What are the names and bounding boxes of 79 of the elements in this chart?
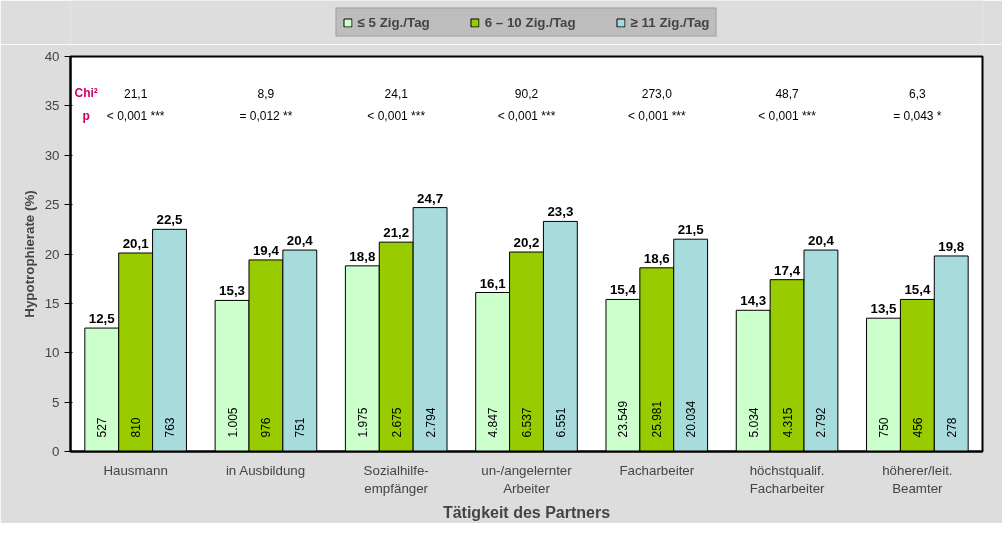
legend-label: ≤ 5 Zig./Tag (357, 14, 430, 30)
x-tick-label: höchstqualif. Facharbeiter (749, 462, 826, 496)
annotation: 1.975 (355, 407, 370, 438)
y-tick-label: 0 (52, 444, 60, 459)
y-tick-label: 5 (52, 394, 60, 410)
annotation: 25.981 (650, 400, 665, 438)
annotation: < 0,001 *** (627, 108, 686, 123)
annotation: 20.034 (684, 400, 699, 438)
annotation: 751 (293, 417, 308, 438)
data-label: 15,4 (904, 282, 931, 298)
data-label: 20,1 (122, 236, 150, 252)
annotation: < 0,001 *** (497, 108, 556, 123)
annotation: p (82, 108, 90, 123)
y-tick-label: 25 (44, 197, 60, 213)
annotation: 4.315 (780, 407, 795, 438)
y-tick-label: 20 (44, 246, 60, 262)
annotation: 5.034 (746, 407, 761, 438)
y-axis-title: Hypotrophierate (%) (21, 190, 37, 318)
y-tick-label: 10 (44, 345, 60, 361)
annotation: 1.005 (225, 407, 240, 438)
data-label: 13,5 (870, 301, 898, 317)
x-axis-title: Tätigkeit des Partners (442, 503, 611, 521)
data-label: 18,8 (349, 248, 376, 264)
annotation: 976 (259, 417, 274, 438)
x-tick-label: Hausmann (103, 462, 168, 478)
y-tick-label: 30 (44, 147, 60, 163)
annotation: 6,3 (909, 86, 927, 101)
annotation: 48,7 (775, 86, 800, 101)
data-label: 20,2 (513, 235, 540, 251)
data-label: 12,5 (88, 311, 116, 327)
data-label: 19,8 (938, 238, 965, 254)
annotation: 24,1 (384, 86, 409, 101)
annotation: 6.537 (520, 407, 534, 438)
annotation: < 0,001 *** (758, 108, 817, 123)
data-label: 20,4 (286, 233, 314, 249)
x-tick-label: höherer/leit. Beamter (882, 462, 953, 496)
data-label: 15,3 (219, 283, 246, 299)
y-tick-label: 40 (44, 49, 60, 64)
annotation: < 0,001 *** (367, 108, 426, 123)
data-label: 18,6 (643, 250, 670, 266)
annotation: 810 (129, 417, 144, 438)
annotation: 527 (95, 417, 110, 438)
x-tick-label: un-/angelernter Arbeiter (481, 462, 573, 496)
data-label: 19,4 (252, 242, 280, 258)
annotation: 6.551 (553, 407, 568, 438)
annotation: 90,2 (514, 86, 539, 101)
data-label: 14,3 (740, 293, 767, 309)
data-label: 16,1 (479, 275, 507, 291)
data-label: 21,5 (677, 222, 705, 238)
x-tick-label: in Ausbildung (225, 462, 306, 478)
annotation: Chi² (74, 86, 98, 101)
annotation: < 0,001 *** (106, 108, 165, 123)
annotation: 273,0 (641, 86, 673, 101)
data-label: 21,2 (383, 225, 410, 241)
x-tick-label: Facharbeiter (619, 462, 695, 478)
annotation: 8,9 (257, 86, 275, 101)
annotation: 4.847 (486, 407, 501, 438)
annotation: 278 (944, 417, 959, 438)
data-label: 20,4 (807, 233, 835, 249)
data-label: 23,3 (547, 204, 574, 220)
annotation: 2.675 (389, 407, 404, 438)
annotation: 2.794 (423, 407, 438, 438)
annotation: = 0,012 ** (239, 108, 293, 123)
annotation: 23.549 (616, 400, 631, 438)
data-label: 15,4 (609, 282, 637, 298)
annotation: 763 (163, 417, 178, 438)
data-label: 22,5 (156, 212, 184, 228)
annotation: 2.792 (814, 407, 829, 438)
y-tick-label: 35 (44, 98, 60, 114)
annotation: 21,1 (123, 86, 148, 101)
y-tick-label: 15 (44, 295, 60, 311)
annotation: = 0,043 * (893, 108, 942, 123)
data-label: 17,4 (774, 262, 801, 278)
legend-label: ≥ 11 Zig./Tag (630, 14, 710, 30)
data-label: 24,7 (417, 190, 444, 206)
annotation: 750 (876, 417, 891, 438)
annotation: 456 (910, 417, 925, 438)
x-tick-label: Sozialhilfe- empfänger (363, 462, 429, 496)
legend-label: 6 – 10 Zig./Tag (484, 14, 576, 30)
